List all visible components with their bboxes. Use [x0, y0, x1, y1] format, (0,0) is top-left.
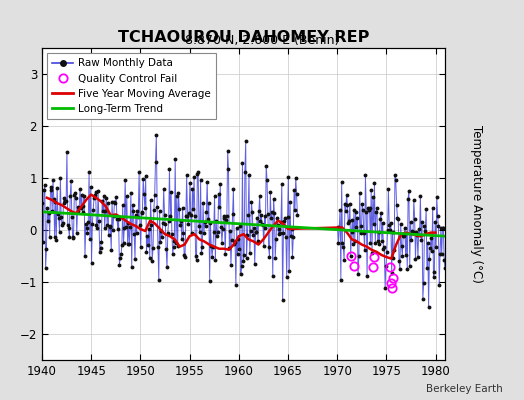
Y-axis label: Temperature Anomaly (°C): Temperature Anomaly (°C) [470, 125, 483, 283]
Legend: Raw Monthly Data, Quality Control Fail, Five Year Moving Average, Long-Term Tren: Raw Monthly Data, Quality Control Fail, … [47, 53, 216, 119]
Title: TCHAOUROU DAHOMEY REP: TCHAOUROU DAHOMEY REP [118, 30, 369, 46]
Text: 8.870 N, 2.600 E (Benin): 8.870 N, 2.600 E (Benin) [185, 34, 339, 47]
Text: Berkeley Earth: Berkeley Earth [427, 384, 503, 394]
